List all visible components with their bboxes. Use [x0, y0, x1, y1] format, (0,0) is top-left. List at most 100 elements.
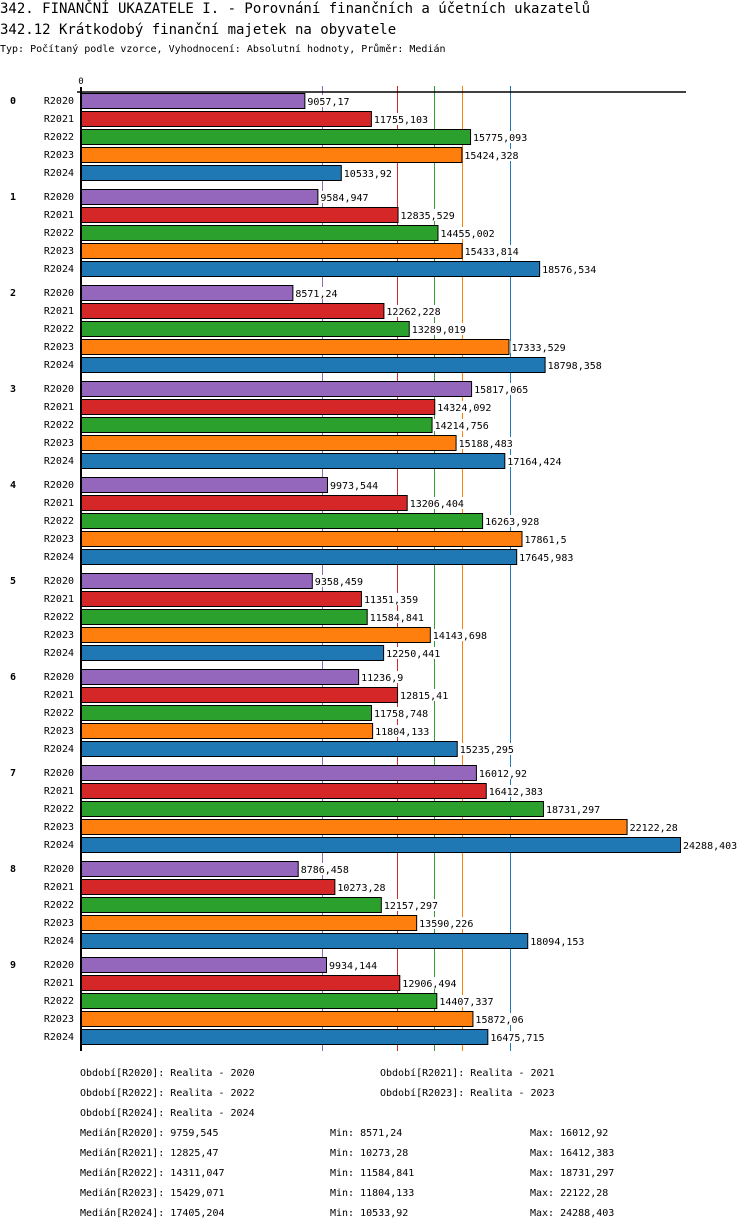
legend-period-r2024: Období[R2024]: Realita - 2024 — [80, 1108, 255, 1119]
value-label-bg — [541, 263, 599, 275]
value-label-bg — [439, 227, 497, 239]
bar — [81, 591, 362, 607]
value-label: 13289,019 — [412, 325, 466, 336]
value-label: 15433,814 — [465, 247, 519, 258]
series-label: R2023 — [44, 438, 74, 449]
value-label-bg — [484, 515, 542, 527]
series-label: R2021 — [44, 690, 74, 701]
value-label-bg — [477, 767, 529, 779]
series-label: R2021 — [44, 498, 74, 509]
stat-min-r2020: Min: 8571,24 — [330, 1128, 403, 1139]
category-label: 3 — [10, 384, 16, 395]
value-label-bg — [518, 551, 576, 563]
stat-min-r2022: Min: 11584,841 — [330, 1168, 415, 1179]
stat-median-r2024: Medián[R2024]: 17405,204 — [80, 1208, 225, 1219]
series-label: R2021 — [44, 306, 74, 317]
bar — [81, 531, 523, 547]
series-label: R2020 — [44, 480, 74, 491]
series-label: R2020 — [44, 384, 74, 395]
series-label: R2024 — [44, 840, 74, 851]
series-label: R2022 — [44, 420, 74, 431]
value-label-bg — [319, 191, 371, 203]
series-label: R2020 — [44, 864, 74, 875]
series-label: R2021 — [44, 210, 74, 221]
value-label-bg — [328, 479, 380, 491]
value-label-bg — [306, 95, 352, 107]
value-label: 16475,715 — [490, 1033, 544, 1044]
value-label-bg — [438, 995, 496, 1007]
stat-max-r2021: Max: 16412,383 — [530, 1148, 615, 1159]
value-label: 16012,92 — [479, 769, 527, 780]
value-label: 8571,24 — [295, 289, 337, 300]
value-label: 11758,748 — [374, 709, 428, 720]
category-label: 8 — [10, 864, 16, 875]
value-label: 11755,103 — [374, 115, 428, 126]
category-label: 1 — [10, 192, 16, 203]
series-label: R2023 — [44, 534, 74, 545]
value-label-bg — [458, 743, 516, 755]
value-label: 14324,092 — [437, 403, 491, 414]
bar — [81, 819, 628, 835]
value-label-bg — [362, 593, 420, 605]
bar — [81, 993, 438, 1009]
stat-max-r2023: Max: 22122,28 — [530, 1188, 609, 1199]
series-label: R2024 — [44, 744, 74, 755]
series-label: R2020 — [44, 672, 74, 683]
bar — [81, 243, 463, 259]
value-label: 18731,297 — [546, 805, 600, 816]
value-label: 10273,28 — [337, 883, 385, 894]
bar — [81, 837, 681, 853]
value-label: 22122,28 — [630, 823, 678, 834]
series-label: R2023 — [44, 822, 74, 833]
series-label: R2021 — [44, 402, 74, 413]
bar — [81, 261, 541, 277]
bar — [81, 165, 342, 181]
value-label-bg — [506, 455, 564, 467]
series-label: R2022 — [44, 804, 74, 815]
value-label-bg — [372, 707, 430, 719]
bar — [81, 399, 436, 415]
series-label: R2022 — [44, 132, 74, 143]
value-label-bg — [628, 821, 680, 833]
series-label: R2020 — [44, 576, 74, 587]
value-label: 16412,383 — [489, 787, 543, 798]
value-label-bg — [682, 839, 739, 851]
value-label: 15872,06 — [475, 1015, 523, 1026]
series-label: R2020 — [44, 192, 74, 203]
bar — [81, 915, 418, 931]
value-label: 9973,544 — [330, 481, 378, 492]
bar — [81, 765, 477, 781]
series-label: R2022 — [44, 612, 74, 623]
value-label: 17333,529 — [511, 343, 565, 354]
series-label: R2021 — [44, 114, 74, 125]
category-label: 5 — [10, 576, 16, 587]
bar — [81, 975, 401, 991]
value-label: 9358,459 — [315, 577, 363, 588]
bar — [81, 861, 299, 877]
series-label: R2022 — [44, 516, 74, 527]
series-label: R2020 — [44, 768, 74, 779]
category-label: 6 — [10, 672, 16, 683]
bar — [81, 783, 487, 799]
bar — [81, 93, 306, 109]
series-label: R2023 — [44, 726, 74, 737]
value-label-bg — [431, 629, 489, 641]
value-label-bg — [473, 383, 530, 395]
bar — [81, 321, 410, 337]
bar — [81, 705, 372, 721]
bar — [81, 957, 327, 973]
bar — [81, 609, 368, 625]
series-label: R2020 — [44, 288, 74, 299]
value-label: 15235,295 — [460, 745, 514, 756]
series-label: R2021 — [44, 978, 74, 989]
stat-min-r2023: Min: 11804,133 — [330, 1188, 415, 1199]
value-label-bg — [360, 671, 405, 683]
series-label: R2024 — [44, 936, 74, 947]
value-label-bg — [385, 647, 443, 659]
value-label: 14407,337 — [439, 997, 493, 1008]
series-label: R2024 — [44, 360, 74, 371]
stat-max-r2024: Max: 24288,403 — [530, 1208, 615, 1219]
bar — [81, 303, 385, 319]
value-label: 15775,093 — [473, 133, 527, 144]
bar — [81, 207, 399, 223]
